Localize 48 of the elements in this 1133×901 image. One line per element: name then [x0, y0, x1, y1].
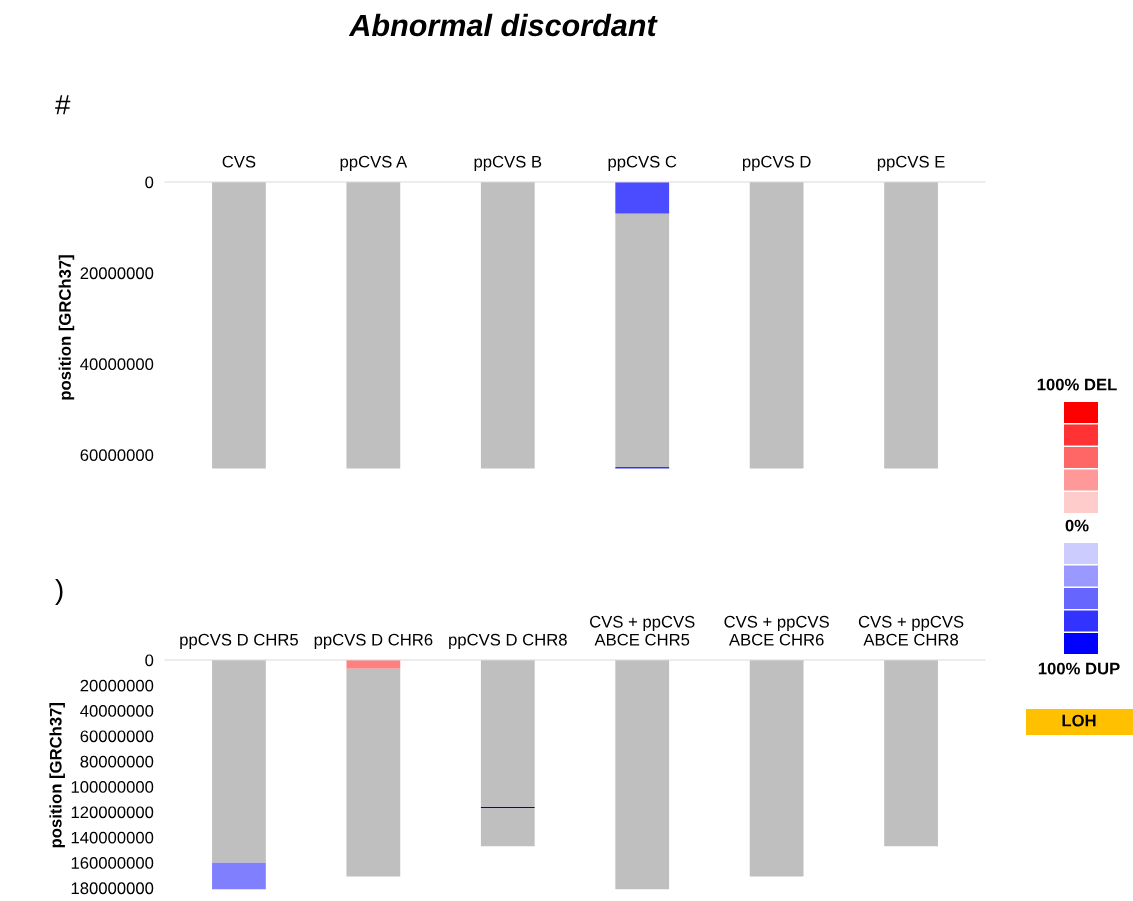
x-tick-label: ppCVS D [742, 155, 811, 171]
text: ) [55, 579, 63, 605]
text: 100% DEL [1037, 378, 1117, 391]
x-tick-label: CVS + ppCVS ABCE CHR8 [858, 615, 964, 646]
y-tick-label: 20000000 [80, 267, 154, 280]
y-tick-label: 0 [145, 176, 154, 189]
y-axis-title: position [GRCh37] [58, 255, 75, 400]
text: 100% DUP [1038, 662, 1120, 675]
y-tick-label: 60000000 [80, 449, 154, 462]
bar [212, 182, 266, 469]
x-tick-label: ppCVS C [608, 155, 677, 171]
x-tick-label: ppCVS A [340, 155, 408, 171]
y-tick-label: 180000000 [71, 882, 154, 895]
text: 0% [1065, 519, 1089, 532]
y-tick-label: 120000000 [71, 806, 154, 819]
x-tick-label: ppCVS E [877, 155, 945, 171]
bar [615, 660, 670, 890]
y-tick-label: 100000000 [71, 781, 154, 793]
y-tick-label: 140000000 [71, 831, 154, 844]
y-tick-label: 160000000 [71, 857, 154, 869]
y-tick-label: 40000000 [80, 358, 154, 371]
bar [749, 660, 804, 877]
chart-title: Abnormal discordant [348, 13, 658, 37]
bar [346, 182, 401, 469]
x-tick-label: ppCVS D CHR5 [180, 633, 298, 649]
bar [346, 660, 401, 669]
bar [615, 182, 670, 214]
bar [749, 182, 804, 469]
x-tick-label: CVS + ppCVS ABCE CHR6 [724, 615, 829, 646]
bar [212, 660, 266, 863]
y-axis-title: position [GRCh37] [49, 703, 65, 848]
x-tick-label: CVS [222, 155, 256, 168]
bar [615, 213, 670, 468]
y-tick-label: 60000000 [80, 730, 154, 743]
text: # [55, 95, 71, 115]
bar [884, 182, 938, 469]
x-tick-label: CVS + ppCVS ABCE CHR5 [590, 615, 695, 646]
y-tick-label: 20000000 [80, 679, 154, 692]
text: LOH [1062, 714, 1096, 727]
x-tick-label: ppCVS B [474, 155, 542, 171]
y-tick-label: 0 [145, 654, 154, 667]
bar [212, 862, 266, 890]
x-tick-label: ppCVS D CHR6 [314, 633, 433, 649]
y-tick-label: 80000000 [80, 755, 154, 768]
x-tick-label: ppCVS D CHR8 [449, 633, 567, 649]
y-tick-label: 40000000 [80, 705, 154, 717]
bar [480, 182, 535, 469]
bar [884, 660, 938, 847]
